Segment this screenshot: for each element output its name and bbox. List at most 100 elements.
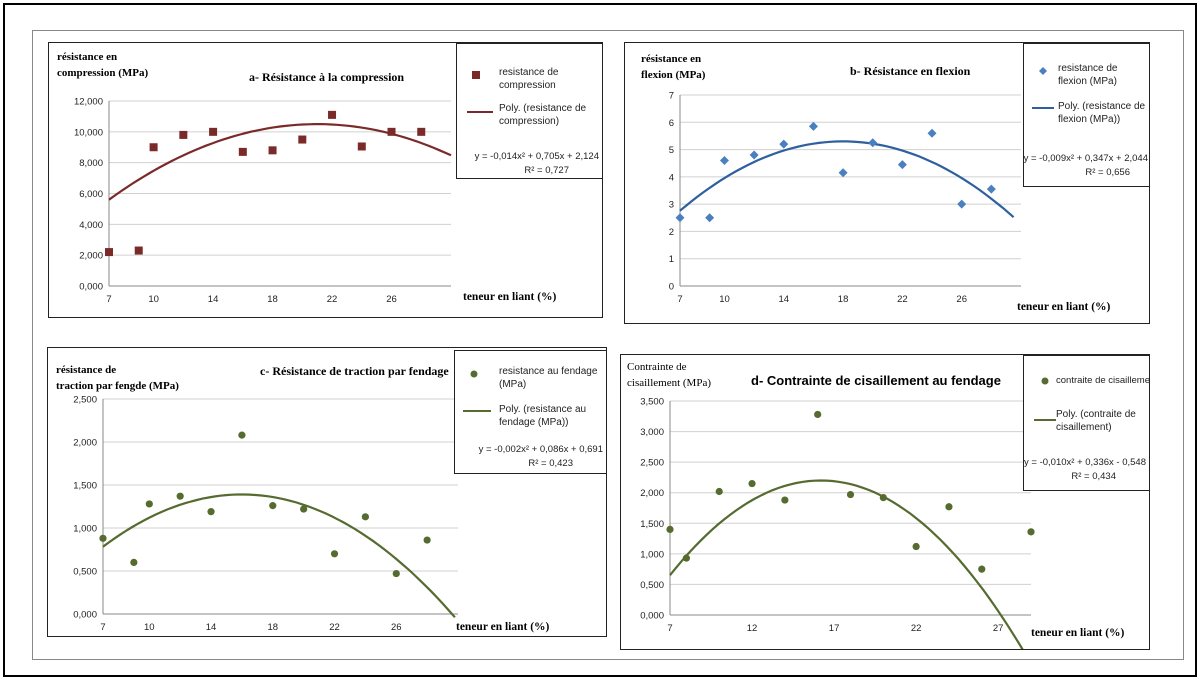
chart-b-legend-poly: Poly. (resistance de flexion (MPa)) — [1058, 101, 1146, 125]
x-tick-label: 14 — [206, 622, 217, 633]
y-tick-label: 3,000 — [640, 427, 664, 438]
x-tick-label: 27 — [993, 623, 1004, 634]
y-tick-label: 2,500 — [73, 395, 97, 406]
chart-a-legend-line — [467, 111, 493, 113]
y-tick-label: 3,500 — [640, 397, 664, 408]
data-point — [328, 110, 337, 119]
x-tick-label: 14 — [208, 294, 219, 305]
x-tick-label: 10 — [719, 294, 730, 305]
chart-d-xlabel: teneur en liant (%) — [1031, 627, 1125, 639]
x-tick-label: 22 — [911, 623, 922, 634]
data-point — [814, 410, 822, 419]
y-tick-label: 2,000 — [640, 488, 664, 499]
chart-b-legend: resistance de flexion (MPa) Poly. (resis… — [1023, 43, 1149, 187]
y-tick-label: 0 — [669, 282, 674, 293]
y-tick-label: 4 — [669, 172, 674, 183]
chart-c-legend-equation: y = -0,002x² + 0,086x + 0,691 — [478, 444, 603, 455]
chart-c-plot: 0,000 0,500 1,000 1,500 2,000 2,500 7 10 14 18 22 2… — [73, 395, 458, 633]
data-point — [99, 534, 107, 542]
data-point — [149, 143, 158, 152]
data-point — [130, 558, 138, 566]
trend-line — [669, 479, 1024, 649]
chart-d-plot: 0,000 0,500 1,000 1,500 2,000 2,500 3,000 3,500… — [640, 397, 1035, 649]
data-point — [912, 542, 920, 551]
y-tick-label: 2,000 — [73, 438, 97, 449]
y-tick-label: 0,500 — [640, 580, 664, 591]
chart-d-legend-series: contraite de cisaillement — [1056, 375, 1150, 386]
data-point — [779, 139, 789, 149]
chart-c-title: c- Résistance de traction par fendage — [260, 364, 449, 378]
trend-line — [679, 140, 1015, 219]
page-frame — [3, 3, 1197, 677]
x-tick-label: 22 — [329, 622, 340, 633]
chart-a-legend-r2: R² = 0,727 — [524, 165, 569, 176]
y-tick-label: 2,000 — [79, 251, 103, 262]
data-point — [1027, 528, 1035, 536]
y-tick-label: 8,000 — [79, 158, 103, 169]
x-tick-label: 26 — [386, 294, 397, 305]
data-point — [986, 184, 996, 194]
chart-b-plot: 0 1 2 3 4 5 6 7 7 10 14 18 22 26 — [669, 91, 1021, 305]
data-point — [879, 494, 887, 502]
y-tick-label: 10,000 — [74, 127, 103, 138]
y-tick-label: 1 — [669, 254, 674, 265]
chart-b-ylabel: résistance en flexion (MPa) — [641, 53, 706, 81]
data-point — [945, 503, 953, 511]
chart-c: résistance de traction par fengde (MPa) c… — [47, 347, 607, 637]
chart-d-legend-marker — [1041, 377, 1049, 385]
data-point — [897, 160, 907, 170]
y-tick-label: 0,000 — [73, 610, 97, 621]
x-tick-label: 10 — [148, 294, 159, 305]
x-tick-label: 7 — [106, 294, 111, 305]
chart-c-legend: resistance au fendage (MPa) Poly. (resis… — [454, 350, 606, 474]
y-tick-label: 0,000 — [640, 611, 664, 622]
chart-b-legend-r2: R² = 0,656 — [1085, 167, 1130, 178]
data-point — [134, 246, 143, 255]
y-tick-label: 12,000 — [74, 97, 103, 108]
chart-c-legend-marker — [470, 370, 478, 378]
chart-a-legend-marker — [472, 71, 480, 79]
data-point — [666, 525, 674, 533]
trend-line — [102, 493, 456, 619]
x-tick-label: 26 — [956, 294, 967, 305]
y-tick-label: 0,500 — [73, 567, 97, 578]
chart-a-legend-series: resistance de compression — [499, 67, 559, 91]
data-point — [927, 128, 937, 138]
x-tick-label: 14 — [778, 294, 789, 305]
x-tick-label: 7 — [100, 622, 105, 633]
data-point — [675, 213, 685, 223]
chart-c-legend-r2: R² = 0,423 — [528, 458, 573, 469]
chart-a-legend-equation: y = -0,014x² + 0,705x + 2,124 — [474, 151, 599, 162]
data-point — [209, 127, 218, 136]
chart-c-xlabel: teneur en liant (%) — [456, 621, 550, 633]
chart-d-legend: contraite de cisaillement Poly. (contrai… — [1023, 355, 1150, 491]
chart-c-legend-poly: Poly. (resistance au fendage (MPa)) — [499, 404, 587, 428]
chart-b-legend-series: resistance de flexion (MPa) — [1058, 63, 1118, 87]
data-point — [145, 500, 153, 508]
chart-a-legend-poly: Poly. (resistance de compression) — [499, 103, 587, 127]
data-point — [978, 565, 986, 573]
data-point — [176, 492, 184, 500]
chart-d-ylabel: Contrainte de cisaillement (MPa) — [627, 361, 712, 389]
data-point — [838, 168, 848, 178]
data-point — [392, 569, 400, 578]
chart-b-xlabel: teneur en liant (%) — [1017, 301, 1111, 313]
data-point — [423, 536, 431, 544]
x-tick-label: 7 — [667, 623, 672, 634]
chart-b-legend-marker — [1039, 67, 1047, 75]
data-point — [719, 155, 729, 165]
chart-d-legend-line — [1034, 419, 1056, 421]
data-point — [715, 487, 723, 496]
chart-d-legend-equation: y = -0,010x² + 0,336x - 0,548 — [1024, 457, 1146, 468]
chart-d: Contrainte de cisaillement (MPa) d- Contr… — [620, 354, 1150, 650]
y-tick-label: 1,000 — [73, 524, 97, 535]
data-point — [298, 135, 307, 144]
chart-a-ylabel: résistance en compression (MPa) — [57, 51, 149, 79]
y-tick-label: 2,500 — [640, 458, 664, 469]
x-tick-label: 12 — [747, 623, 758, 634]
chart-d-legend-poly: Poly. (contraite de cisaillement) — [1056, 409, 1136, 433]
data-point — [300, 505, 308, 513]
data-point — [238, 147, 247, 156]
y-tick-label: 1,000 — [640, 549, 664, 560]
chart-a: résistance en compression (MPa) a- Résist… — [48, 42, 603, 318]
